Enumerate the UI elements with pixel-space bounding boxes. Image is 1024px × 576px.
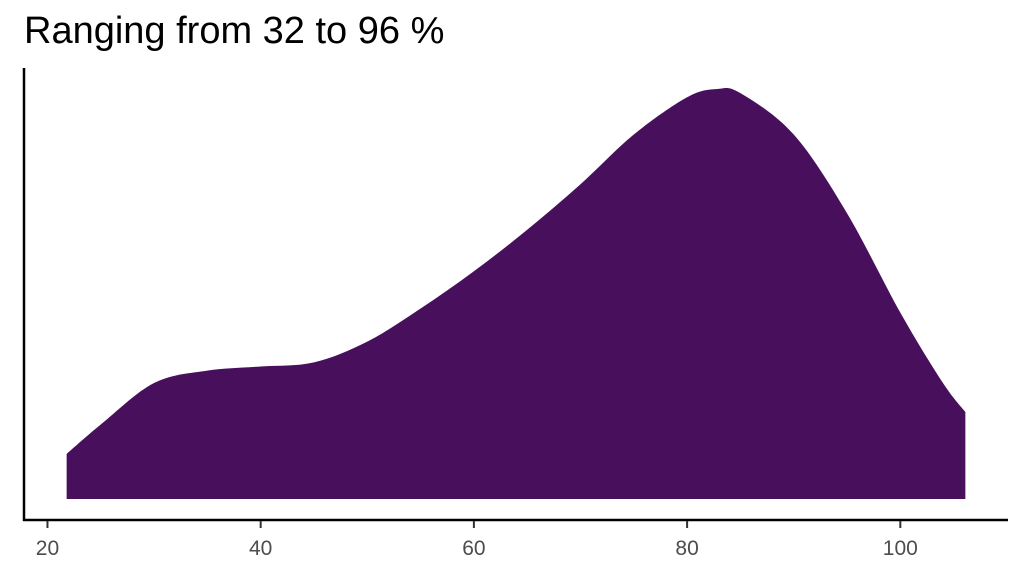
x-axis-ticks: 20 40 60 80 100 xyxy=(36,521,918,560)
x-tick-label-20: 20 xyxy=(36,537,59,560)
x-tick-label-80: 80 xyxy=(675,537,698,560)
x-tick-label-40: 40 xyxy=(249,537,272,560)
density-area xyxy=(66,87,966,499)
chart-title: Ranging from 32 to 96 % xyxy=(24,10,445,52)
x-tick-label-100: 100 xyxy=(883,537,918,560)
x-tick-label-60: 60 xyxy=(462,537,485,560)
